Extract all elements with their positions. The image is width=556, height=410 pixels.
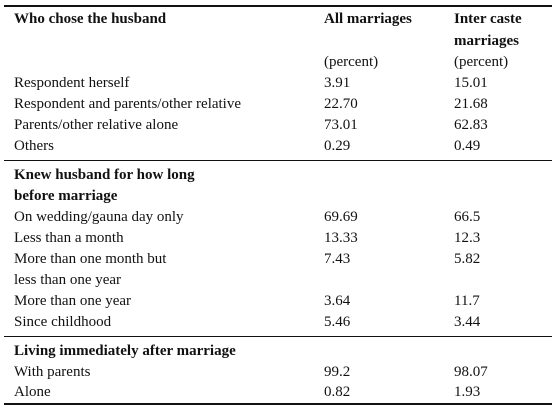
row-all-value: 22.70 [324, 96, 358, 112]
row-all-value: 69.69 [324, 209, 358, 225]
row-label: On wedding/gauna day only [14, 209, 184, 225]
section-title-living: Living immediately after marriage [14, 343, 236, 359]
row-all-value: 0.82 [324, 384, 351, 400]
row-label: Since childhood [14, 314, 112, 330]
header-who-chose: Who chose the husband [14, 11, 167, 27]
section-title-knew-husband-line1: Knew husband for how long [14, 167, 195, 183]
row-inter-value: 11.7 [454, 293, 480, 309]
unit-inter: (percent) [454, 54, 509, 70]
top-rule [4, 5, 552, 7]
row-inter-value: 98.07 [454, 364, 488, 380]
row-inter-value: 1.93 [454, 384, 481, 400]
row-inter-value: 62.83 [454, 117, 488, 133]
row-label: Less than a month [14, 230, 124, 246]
row-inter-value: 21.68 [454, 96, 488, 112]
header-all-marriages: All marriages [324, 11, 412, 27]
row-all-value: 13.33 [324, 230, 358, 246]
row-inter-value: 3.44 [454, 314, 481, 330]
row-label: More than one year [14, 293, 132, 309]
row-inter-value: 5.82 [454, 251, 481, 267]
row-label: Alone [14, 384, 51, 400]
row-label: Parents/other relative alone [14, 117, 179, 133]
bottom-rule [4, 403, 552, 405]
header-inter-caste-line1: Inter caste [454, 11, 522, 27]
row-label: Others [14, 138, 54, 154]
row-all-value: 73.01 [324, 117, 358, 133]
row-all-value: 0.29 [324, 138, 351, 154]
header-inter-caste-line2: marriages [454, 33, 519, 49]
row-inter-value: 12.3 [454, 230, 481, 246]
unit-all: (percent) [324, 54, 379, 70]
row-inter-value: 0.49 [454, 138, 481, 154]
row-all-value: 3.91 [324, 75, 351, 91]
row-label: Respondent and parents/other relative [14, 96, 242, 112]
row-all-value: 7.43 [324, 251, 351, 267]
section-divider [4, 160, 552, 161]
row-inter-value: 15.01 [454, 75, 488, 91]
row-all-value: 5.46 [324, 314, 351, 330]
section-title-knew-husband-line2: before marriage [14, 188, 118, 204]
row-all-value: 99.2 [324, 364, 351, 380]
row-label: With parents [14, 364, 91, 380]
row-all-value: 3.64 [324, 293, 351, 309]
row-label: More than one month but [14, 251, 167, 267]
section-divider [4, 336, 552, 337]
row-label: Respondent herself [14, 75, 130, 91]
row-label-continued: less than one year [14, 272, 122, 288]
row-inter-value: 66.5 [454, 209, 481, 225]
